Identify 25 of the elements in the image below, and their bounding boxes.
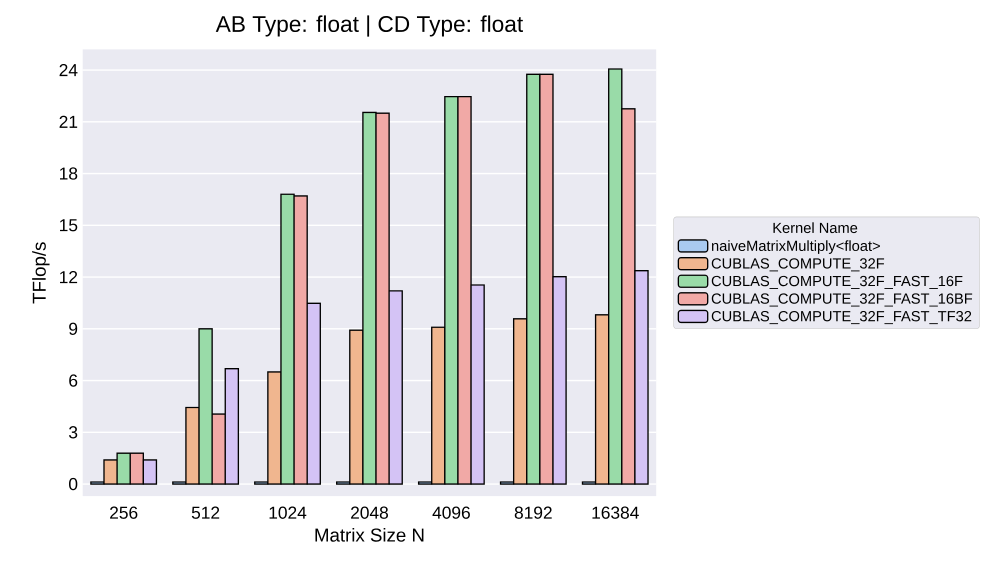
legend-label: naiveMatrixMultiply<float> [712,240,880,254]
y-tick-label: 18 [60,168,78,180]
x-tick-label: 256 [110,506,138,520]
y-tick-label: 3 [69,426,78,439]
chart-title: AB Type: float | CD Type: float [216,16,524,37]
y-tick-label: 15 [60,219,78,232]
legend-label: CUBLAS_COMPUTE_32F_FAST_16BF [712,294,972,307]
y-tick-label: 21 [60,116,78,128]
x-tick-label: 1024 [270,506,306,520]
legend-label: CUBLAS_COMPUTE_32F_FAST_TF32 [712,311,972,324]
x-tick-label: 512 [192,506,220,520]
y-tick-label: 12 [60,271,78,284]
y-tick-label: 6 [69,374,78,387]
y-tick-label: 9 [69,322,78,336]
x-tick-label: 4096 [432,506,470,520]
y-tick-label: 0 [69,478,78,490]
y-axis-title: TFlop/s [32,242,50,304]
x-tick-label: 8192 [514,506,552,520]
y-tick-label: 24 [60,64,78,76]
legend-title: Kernel Name [773,222,858,234]
x-tick-label: 2048 [351,506,388,520]
x-axis-title: Matrix Size N [315,528,424,542]
x-tick-label: 16384 [592,506,639,520]
legend-label: CUBLAS_COMPUTE_32F_FAST_16F [712,276,962,290]
legend-label: CUBLAS_COMPUTE_32F [712,258,884,272]
